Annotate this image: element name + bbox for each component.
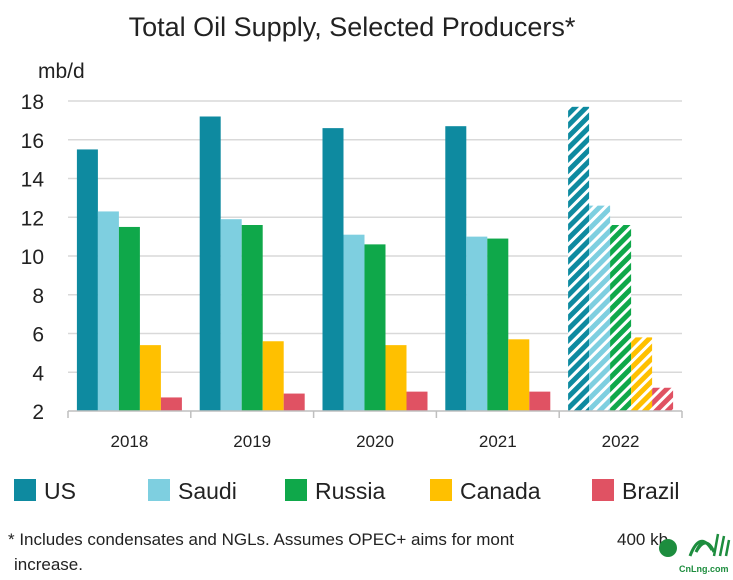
bar-saudi-2022 (589, 205, 611, 411)
bar-canada-2020 (385, 345, 407, 411)
footnote-line-1: * Includes condensates and NGLs. Assumes… (8, 530, 514, 549)
bar-brazil-2019 (283, 393, 305, 411)
bar-saudi-2018 (97, 211, 119, 411)
footnote-line-2: increase. (14, 555, 83, 574)
bar-russia-2022 (610, 225, 632, 411)
bar-russia-2020 (364, 244, 386, 411)
y-tick-label: 6 (32, 324, 44, 347)
legend-label-brazil: Brazil (622, 478, 680, 504)
bar-brazil-2021 (529, 391, 551, 411)
x-tick-label: 2022 (602, 432, 640, 451)
legend: US Saudi Russia Canada Brazil (14, 478, 680, 504)
footnote-tail: 400 kb (617, 530, 668, 549)
watermark-logo: CnLng.com (659, 533, 731, 574)
y-tick-label: 4 (32, 362, 44, 385)
y-tick-label: 10 (21, 246, 44, 269)
watermark-leaf-icon (712, 533, 731, 557)
bar-us-2019 (199, 116, 221, 411)
x-axis-ticks: 2018 2019 2020 2021 2022 (110, 432, 639, 451)
legend-swatch-us (14, 479, 36, 501)
legend-swatch-brazil (592, 479, 614, 501)
bar-canada-2018 (139, 345, 161, 411)
legend-label-russia: Russia (315, 478, 386, 504)
legend-swatch-saudi (148, 479, 170, 501)
y-tick-label: 2 (32, 401, 44, 424)
bar-saudi-2019 (220, 219, 242, 411)
watermark-swirl-icon (688, 539, 716, 557)
watermark-text: CnLng.com (679, 564, 729, 574)
bar-brazil-2018 (160, 397, 182, 411)
bar-us-2022 (568, 106, 590, 411)
bar-us-2018 (76, 149, 98, 411)
legend-swatch-canada (430, 479, 452, 501)
bar-us-2020 (322, 128, 344, 411)
x-tick-label: 2020 (356, 432, 394, 451)
bar-canada-2022 (631, 337, 653, 411)
y-tick-label: 8 (32, 285, 44, 308)
y-axis-ticks: 2 4 6 8 10 12 14 16 18 (21, 91, 45, 424)
bar-saudi-2020 (343, 234, 365, 411)
bar-brazil-2020 (406, 391, 428, 411)
legend-label-saudi: Saudi (178, 478, 237, 504)
bar-saudi-2021 (466, 236, 488, 411)
legend-label-canada: Canada (460, 478, 541, 504)
bar-us-2021 (445, 126, 467, 411)
bar-canada-2019 (262, 341, 284, 411)
bar-russia-2019 (241, 225, 263, 411)
x-tick-label: 2018 (110, 432, 148, 451)
y-tick-label: 18 (21, 91, 44, 114)
y-tick-label: 12 (21, 207, 44, 230)
y-tick-label: 16 (21, 130, 44, 153)
x-axis (67, 410, 683, 418)
x-tick-label: 2019 (233, 432, 271, 451)
legend-label-us: US (44, 478, 76, 504)
bar-russia-2018 (118, 226, 140, 411)
x-tick-label: 2021 (479, 432, 517, 451)
bars (76, 106, 674, 411)
bar-russia-2021 (487, 238, 509, 411)
y-tick-label: 14 (21, 169, 45, 192)
bar-canada-2021 (508, 339, 530, 411)
bar-brazil-2022 (652, 387, 674, 411)
y-axis-unit-label: mb/d (38, 60, 85, 83)
watermark-drop-icon (659, 539, 677, 557)
chart-title: Total Oil Supply, Selected Producers* (129, 12, 576, 42)
legend-swatch-russia (285, 479, 307, 501)
